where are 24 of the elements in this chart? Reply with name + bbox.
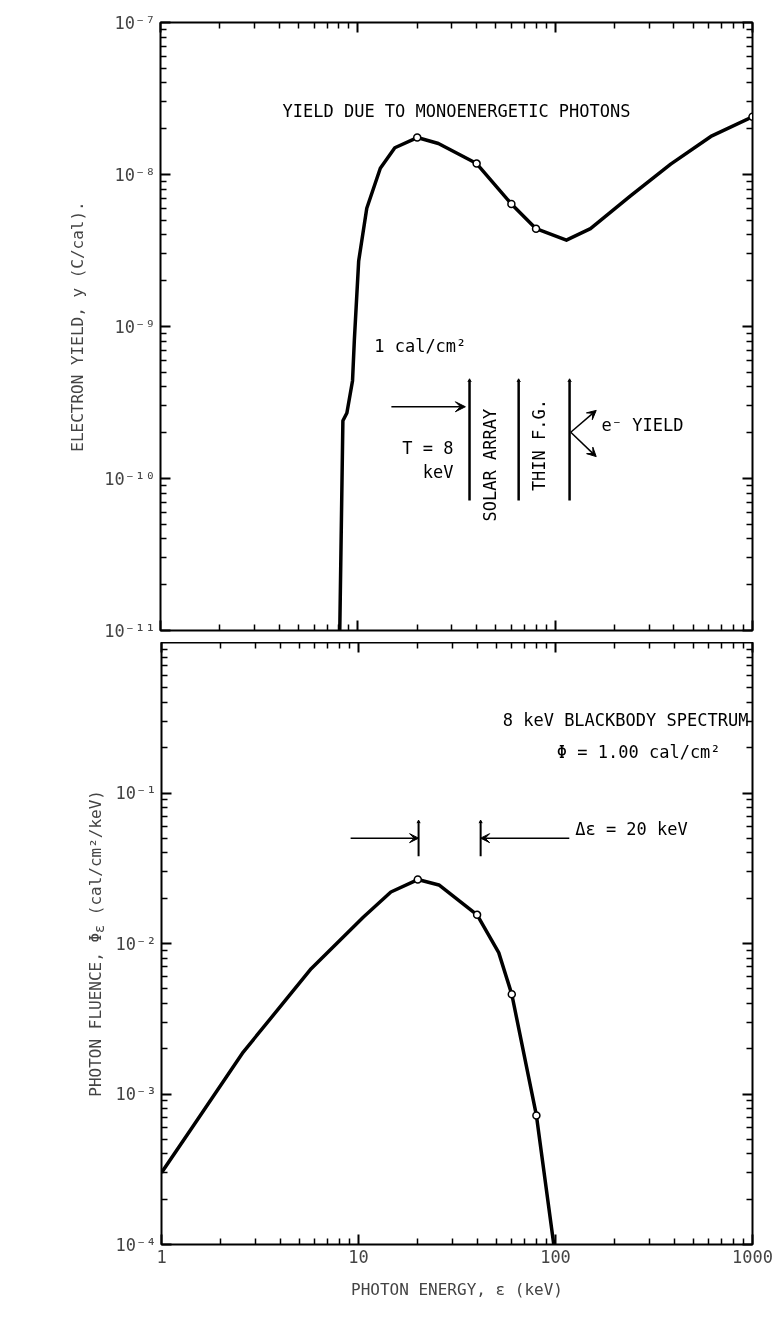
y-tick-label: 10⁻⁹ (114, 316, 156, 337)
annotation: Φ = 1.00 cal/cm² (556, 742, 721, 763)
y-tick-label: 10⁻¹ (115, 783, 157, 803)
x-tick-label: 1000 (732, 1246, 773, 1267)
annotation: 8 keV BLACKBODY SPECTRUM (502, 709, 749, 730)
x-tick-label: 10 (348, 1246, 369, 1267)
x-tick-label: 100 (540, 1246, 571, 1267)
x-axis-title: PHOTON ENERGY, ε (keV) (351, 1279, 563, 1299)
y-tick-label: 10⁻⁸ (114, 164, 156, 185)
annotation: SOLAR ARRAY (480, 408, 501, 522)
y-tick-label: 10⁻² (115, 933, 157, 954)
annotation: Δε = 20 keV (575, 819, 688, 840)
y-tick-label: 10⁻⁷ (114, 12, 156, 33)
annotation: e⁻ YIELD (601, 415, 684, 435)
annotation: YIELD DUE TO MONOENERGETIC PHOTONS (282, 100, 631, 121)
annotation: 1 cal/cm² (374, 335, 467, 356)
annotation: T = 8 keV (402, 438, 454, 483)
y-axis-title: ELECTRON YIELD, y (C/cal). (68, 201, 88, 452)
y-tick-label: 10⁻³ (115, 1084, 157, 1104)
y-tick-label: 10⁻¹¹ (104, 620, 156, 641)
x-tick-label: 1 (156, 1246, 167, 1267)
y-tick-label: 10⁻¹⁰ (104, 468, 156, 489)
annotation: THIN F.G. (529, 398, 550, 492)
y-tick-label: 10⁻⁴ (115, 1234, 157, 1255)
